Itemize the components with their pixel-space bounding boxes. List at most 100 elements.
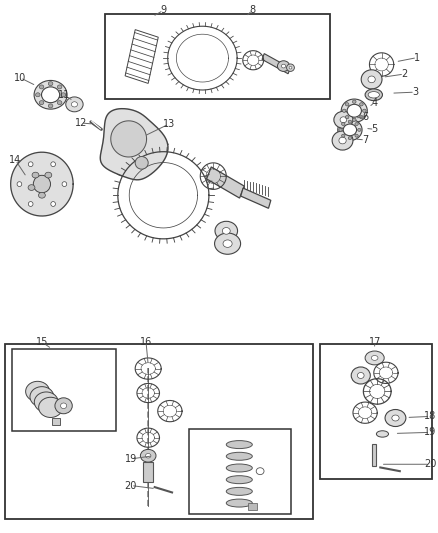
Text: 11: 11 — [57, 90, 70, 100]
Ellipse shape — [39, 101, 44, 104]
Ellipse shape — [353, 100, 356, 103]
Ellipse shape — [28, 201, 33, 206]
Ellipse shape — [60, 403, 67, 409]
Ellipse shape — [223, 240, 232, 247]
Ellipse shape — [368, 76, 375, 83]
Text: 17: 17 — [368, 337, 381, 347]
Ellipse shape — [141, 449, 156, 462]
Ellipse shape — [365, 351, 384, 365]
Text: 19: 19 — [424, 427, 436, 438]
Ellipse shape — [28, 162, 33, 167]
Text: 20: 20 — [125, 481, 137, 490]
Ellipse shape — [338, 119, 362, 141]
Ellipse shape — [226, 453, 252, 461]
Ellipse shape — [342, 134, 345, 137]
Ellipse shape — [215, 221, 237, 240]
Ellipse shape — [385, 409, 406, 426]
Ellipse shape — [57, 85, 62, 89]
Polygon shape — [125, 30, 158, 83]
Ellipse shape — [339, 137, 346, 144]
Text: 2: 2 — [401, 69, 407, 79]
Ellipse shape — [30, 386, 54, 407]
Polygon shape — [262, 54, 290, 74]
Ellipse shape — [48, 104, 53, 108]
Text: 5: 5 — [371, 124, 378, 134]
Text: 8: 8 — [249, 5, 255, 15]
Text: 13: 13 — [163, 119, 175, 129]
Ellipse shape — [341, 99, 367, 123]
Polygon shape — [100, 109, 168, 180]
Ellipse shape — [348, 120, 352, 123]
Ellipse shape — [339, 128, 342, 131]
Ellipse shape — [345, 103, 349, 106]
Ellipse shape — [282, 64, 286, 68]
Ellipse shape — [365, 89, 382, 101]
Ellipse shape — [392, 415, 399, 421]
Ellipse shape — [57, 101, 62, 104]
Ellipse shape — [39, 397, 63, 417]
Ellipse shape — [135, 157, 148, 169]
Ellipse shape — [223, 228, 230, 234]
Bar — [371, 443, 376, 466]
Ellipse shape — [61, 93, 66, 97]
Ellipse shape — [355, 123, 358, 126]
Ellipse shape — [226, 475, 252, 483]
Ellipse shape — [347, 104, 361, 117]
Ellipse shape — [376, 431, 389, 437]
Polygon shape — [207, 167, 244, 198]
Ellipse shape — [332, 131, 353, 150]
Text: 18: 18 — [424, 411, 436, 422]
Ellipse shape — [357, 373, 364, 378]
Ellipse shape — [353, 118, 356, 122]
Ellipse shape — [215, 233, 240, 254]
Ellipse shape — [226, 487, 252, 495]
Ellipse shape — [34, 80, 67, 109]
Ellipse shape — [42, 87, 60, 103]
Text: 6: 6 — [362, 111, 368, 122]
Polygon shape — [241, 188, 271, 208]
Ellipse shape — [363, 109, 366, 112]
Text: 4: 4 — [371, 98, 378, 108]
Text: 12: 12 — [75, 118, 87, 128]
Bar — [52, 418, 60, 425]
Ellipse shape — [360, 103, 363, 106]
Ellipse shape — [39, 85, 44, 89]
Text: 1: 1 — [414, 53, 420, 62]
Ellipse shape — [348, 136, 352, 140]
Text: 10: 10 — [14, 73, 26, 83]
Ellipse shape — [33, 175, 50, 193]
Ellipse shape — [34, 392, 58, 412]
Ellipse shape — [345, 116, 349, 119]
Ellipse shape — [51, 162, 56, 167]
Ellipse shape — [39, 192, 46, 198]
Ellipse shape — [371, 356, 378, 360]
Ellipse shape — [62, 182, 67, 187]
Ellipse shape — [51, 201, 56, 206]
Ellipse shape — [340, 117, 347, 123]
Bar — [248, 503, 257, 510]
Polygon shape — [111, 121, 147, 157]
Text: 19: 19 — [125, 454, 137, 464]
Ellipse shape — [277, 61, 290, 71]
Ellipse shape — [145, 454, 151, 458]
Ellipse shape — [226, 499, 252, 507]
Ellipse shape — [71, 102, 78, 107]
Ellipse shape — [48, 82, 53, 86]
Ellipse shape — [360, 116, 363, 119]
Ellipse shape — [361, 70, 382, 89]
Ellipse shape — [289, 67, 292, 69]
Text: 9: 9 — [160, 5, 166, 15]
Text: 14: 14 — [9, 155, 21, 165]
Text: 16: 16 — [140, 337, 152, 347]
Ellipse shape — [256, 468, 264, 474]
Ellipse shape — [17, 182, 22, 187]
Ellipse shape — [334, 111, 353, 128]
Ellipse shape — [343, 109, 346, 112]
Ellipse shape — [26, 381, 49, 401]
Text: 7: 7 — [362, 135, 368, 145]
Ellipse shape — [358, 128, 361, 131]
Ellipse shape — [355, 134, 358, 137]
Ellipse shape — [351, 367, 370, 384]
Polygon shape — [11, 152, 73, 216]
Text: 15: 15 — [36, 337, 48, 347]
